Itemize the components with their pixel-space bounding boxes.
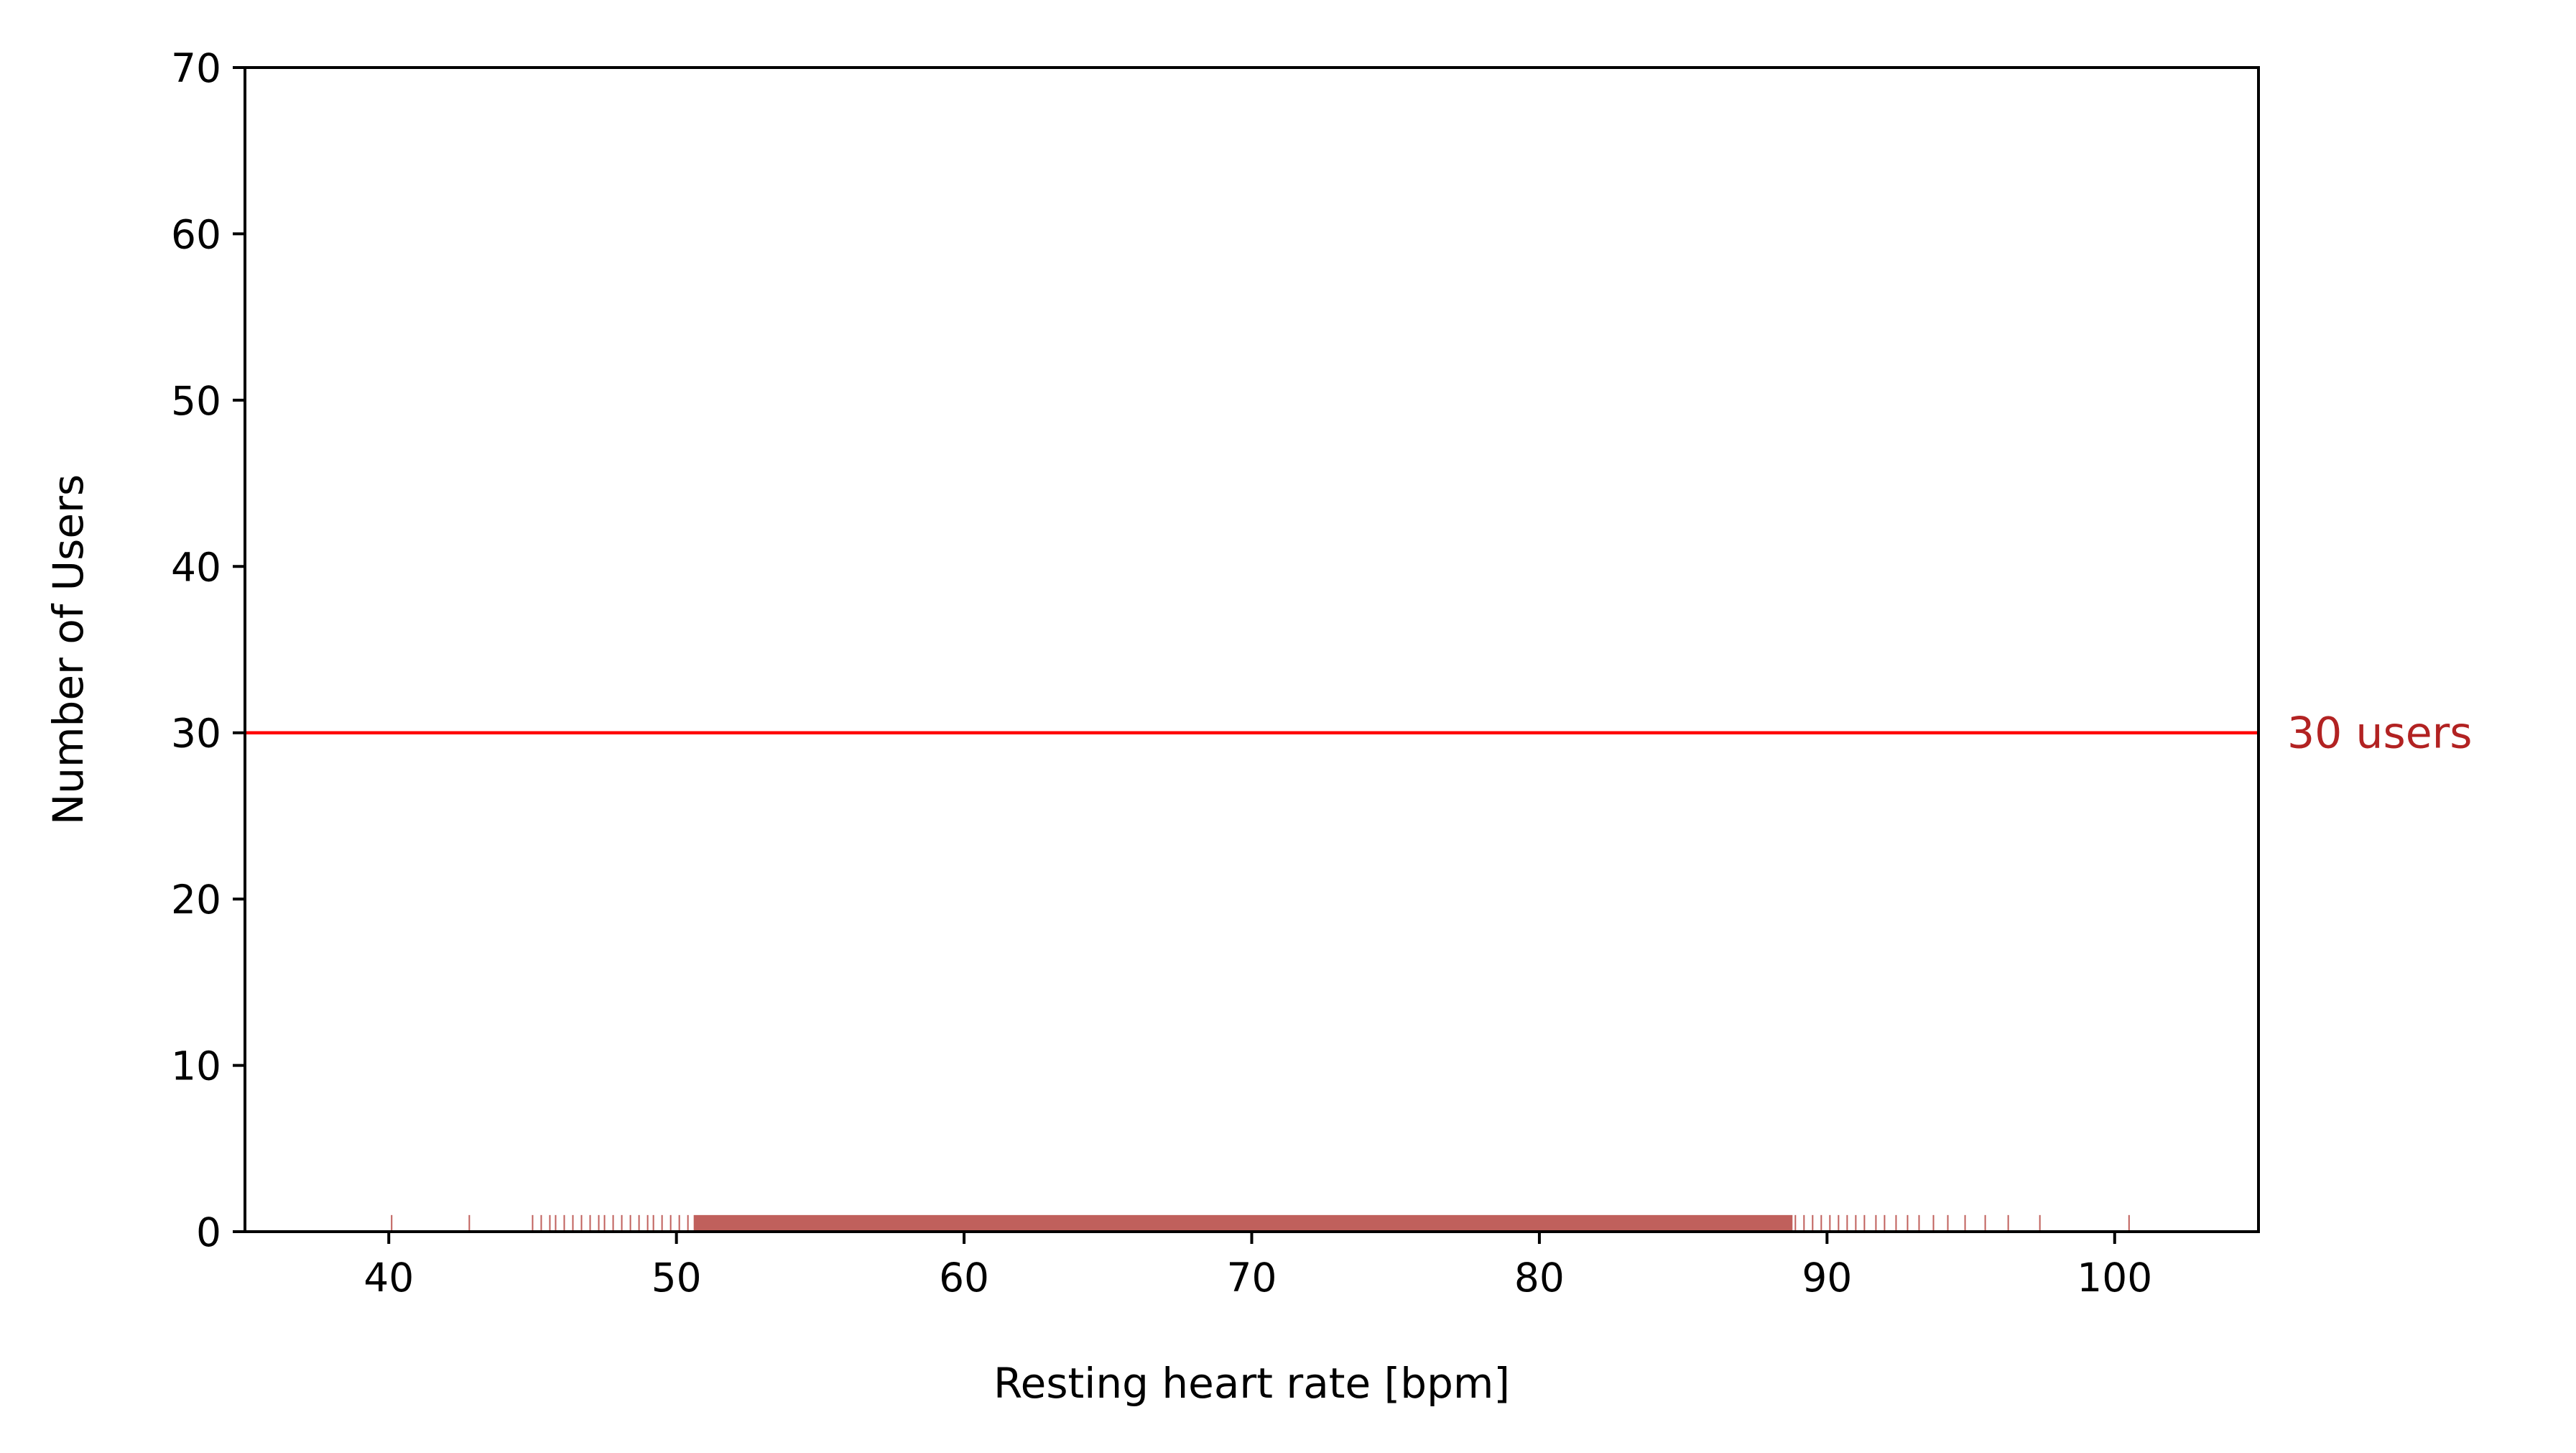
histogram-bar-30 [1863,1214,1866,1232]
histogram-bar-13 [621,1214,623,1232]
histogram-bar-3 [540,1214,542,1232]
x-tick-label-40: 40 [363,1255,414,1301]
histogram-bar-40 [2007,1214,2009,1232]
histogram-bar-12 [612,1214,614,1232]
histogram-bar-19 [670,1214,672,1232]
histogram-bar-28 [1846,1214,1848,1232]
histogram-bar-23 [1803,1214,1805,1232]
histogram-bar-20 [678,1214,680,1232]
histogram-bar-36 [1932,1214,1935,1232]
histogram-bar-1 [468,1214,471,1232]
histogram-bar-4 [549,1214,551,1232]
x-tick-label-60: 60 [939,1255,989,1301]
histogram-bar-38 [1964,1214,1966,1232]
histogram-bar-5 [555,1214,557,1232]
histogram-bar-14 [629,1214,631,1232]
x-axis-label: Resting heart rate [bpm] [993,1359,1510,1408]
y-tick-label-10: 10 [171,1043,221,1089]
histogram-bar-6 [563,1214,565,1232]
x-tick-label-80: 80 [1514,1255,1565,1301]
histogram-bar-29 [1855,1214,1857,1232]
histogram-bar-37 [1947,1214,1949,1232]
y-axis-label: Number of Users [44,474,93,825]
histogram-bar-8 [580,1214,583,1232]
histogram-bar-33 [1895,1214,1897,1232]
y-tick-label-0: 0 [196,1209,221,1255]
y-axis-ticks: 0 10 20 30 40 50 60 70 [171,45,245,1255]
y-tick-label-70: 70 [171,45,221,91]
y-tick-label-40: 40 [171,544,221,590]
histogram-bar-2 [532,1214,534,1232]
histogram-bar-22 [1794,1214,1797,1232]
x-axis-ticks: 40 50 60 70 80 90 100 [363,1232,2152,1301]
histogram-bar-24 [1812,1214,1814,1232]
histogram-bar-34 [1906,1214,1909,1232]
histogram-bar-0 [391,1214,393,1232]
histogram-bar-39 [1984,1214,1986,1232]
histogram-bar-15 [638,1214,640,1232]
histogram-bar-41 [2039,1214,2041,1232]
x-tick-label-100: 100 [2077,1255,2152,1301]
x-tick-label-70: 70 [1227,1255,1277,1301]
histogram-bar-7 [572,1214,574,1232]
y-tick-label-50: 50 [171,378,221,424]
histogram-bar-31 [1875,1214,1877,1232]
histogram-bars [391,1214,2130,1232]
y-tick-label-30: 30 [171,711,221,757]
y-tick-label-20: 20 [171,877,221,923]
histogram-bar-10 [598,1214,600,1232]
histogram-bar-11 [603,1214,606,1232]
histogram-bar-35 [1918,1214,1920,1232]
x-tick-label-90: 90 [1802,1255,1852,1301]
histogram-bar-18 [661,1214,663,1232]
histogram-bar-27 [1838,1214,1840,1232]
histogram-bar-17 [652,1214,654,1232]
histogram-bar-42 [2128,1214,2130,1232]
histogram-bar-26 [1829,1214,1831,1232]
histogram-bar-21 [687,1214,689,1232]
x-tick-label-50: 50 [652,1255,702,1301]
histogram-bar-dense-range [693,1214,1793,1232]
histogram-bar-32 [1884,1214,1886,1232]
histogram-bar-16 [647,1214,649,1232]
y-tick-label-60: 60 [171,211,221,257]
histogram-bar-25 [1820,1214,1822,1232]
histogram-bar-9 [589,1214,591,1232]
threshold-annotation: 30 users [2287,709,2473,759]
